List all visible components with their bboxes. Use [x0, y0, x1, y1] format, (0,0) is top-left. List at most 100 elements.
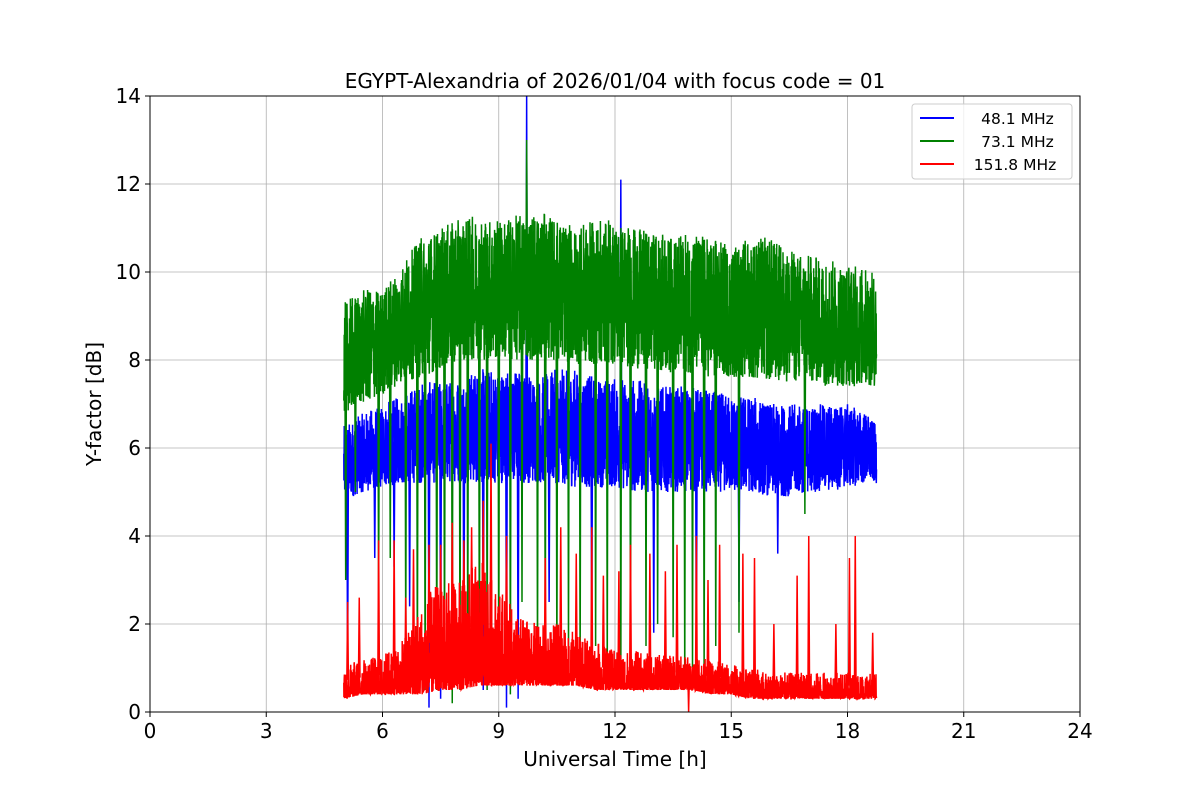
spike — [690, 302, 695, 669]
spike — [853, 535, 857, 686]
spike — [357, 597, 361, 678]
spike — [605, 291, 609, 673]
spike — [525, 139, 529, 287]
x-tick-label: 12 — [602, 719, 627, 743]
x-tick-label: 24 — [1067, 719, 1092, 743]
spike — [535, 285, 540, 669]
spike — [772, 623, 776, 686]
y-tick-label: 10 — [116, 260, 141, 284]
x-tick-label: 21 — [951, 719, 976, 743]
spike — [516, 425, 520, 699]
x-axis-label: Universal Time [h] — [523, 747, 706, 771]
spike — [566, 293, 571, 651]
spike — [807, 535, 811, 686]
spike — [644, 299, 648, 647]
plot-area — [343, 96, 878, 712]
spike — [574, 553, 578, 660]
spike — [706, 579, 710, 676]
spike — [450, 522, 454, 636]
spike — [694, 535, 698, 674]
x-tick-label: 6 — [376, 719, 389, 743]
spike — [344, 356, 348, 581]
spike — [388, 334, 392, 559]
series-line — [343, 213, 878, 411]
spike — [555, 289, 559, 677]
spike — [404, 319, 408, 647]
x-tick-label: 15 — [719, 719, 744, 743]
spike — [466, 288, 470, 660]
spike — [617, 571, 621, 671]
spike — [683, 303, 687, 686]
spike — [559, 527, 563, 656]
spike — [547, 427, 551, 603]
y-tick-label: 4 — [128, 524, 141, 548]
spike — [470, 527, 474, 628]
spike — [353, 351, 357, 493]
x-tick-label: 18 — [835, 719, 860, 743]
spike — [489, 443, 493, 632]
spike — [392, 540, 396, 671]
x-tick-label: 9 — [492, 719, 505, 743]
y-tick-label: 6 — [128, 436, 141, 460]
spike — [803, 317, 807, 515]
spike — [373, 448, 377, 559]
legend-box — [911, 103, 1073, 180]
spike — [458, 289, 462, 691]
spike — [408, 436, 412, 607]
y-tick-label: 8 — [128, 348, 141, 372]
spike — [423, 305, 427, 691]
spike — [652, 439, 656, 633]
spike — [714, 308, 718, 647]
spike — [671, 304, 675, 638]
spike — [776, 450, 780, 554]
spike — [752, 557, 757, 684]
spike — [601, 575, 605, 668]
spike — [427, 544, 431, 643]
x-axis: 0 3 6 9 12 15 18 21 24 — [144, 712, 1093, 743]
spike — [834, 623, 838, 686]
legend: 48.1 MHz 73.1 MHz 151.8 MHz — [911, 103, 1073, 180]
spike — [871, 632, 875, 686]
spike — [628, 544, 633, 671]
spike — [404, 597, 408, 665]
spike — [485, 288, 489, 691]
spike — [439, 544, 443, 636]
spike — [795, 575, 799, 686]
series-line — [343, 562, 878, 701]
spike — [435, 300, 439, 691]
spike — [687, 672, 691, 712]
spike — [504, 535, 509, 643]
spike — [619, 293, 623, 682]
spike — [737, 309, 741, 633]
legend-label: 73.1 MHz — [976, 133, 1054, 151]
spike — [439, 432, 443, 699]
spike — [520, 286, 524, 603]
legend-label: 48.1 MHz — [976, 110, 1054, 128]
spike — [656, 301, 660, 625]
spike — [648, 553, 652, 672]
spike — [427, 432, 431, 708]
legend-label: 151.8 MHz — [974, 156, 1056, 174]
y-axis: 0 2 4 6 8 10 12 14 — [116, 84, 150, 724]
spike — [508, 288, 512, 695]
spike — [481, 500, 485, 625]
spike — [847, 557, 851, 686]
spike — [346, 601, 350, 681]
spike — [663, 571, 667, 673]
spike — [741, 553, 745, 682]
y-tick-label: 14 — [116, 84, 141, 108]
spike — [702, 305, 706, 677]
spike — [504, 425, 509, 708]
spike — [411, 549, 416, 657]
series-2 — [343, 443, 878, 712]
x-tick-label: 3 — [260, 719, 273, 743]
spike — [450, 293, 454, 704]
spike — [718, 544, 722, 678]
spike — [594, 291, 598, 647]
y-axis-label: Y-factor [dB] — [82, 342, 106, 467]
spike — [578, 295, 582, 677]
y-tick-label: 12 — [116, 172, 141, 196]
y-tick-label: 2 — [128, 612, 141, 636]
series-line — [343, 369, 878, 497]
